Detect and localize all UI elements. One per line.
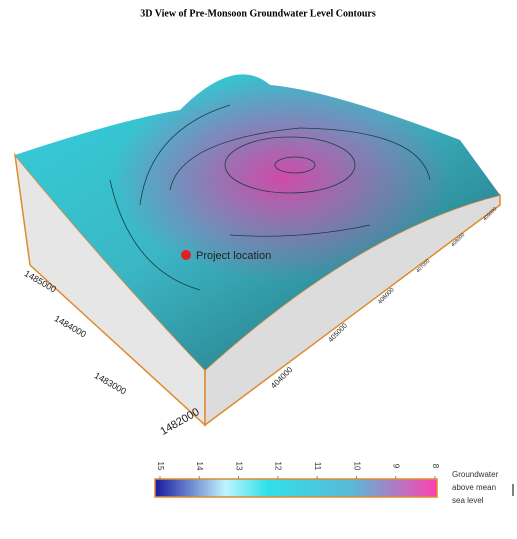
project-label: Project location	[196, 250, 271, 262]
colorbar	[154, 478, 438, 498]
northing-label: 1482000	[158, 406, 201, 438]
colorbar-tick-label: 8	[431, 464, 440, 469]
colorbar-title: sea level	[452, 496, 484, 505]
surface-high	[15, 74, 500, 371]
colorbar-tick-label: 9	[392, 464, 401, 469]
colorbar-title: Groundwater	[452, 470, 499, 479]
colorbar-tick-label: 12	[274, 462, 283, 471]
colorbar-title: above mean	[452, 483, 496, 492]
colorbar-tick-label: 11	[313, 462, 322, 471]
block	[13, 74, 501, 427]
colorbar-tick-label: 10	[352, 462, 361, 471]
title: 3D View of Pre-Monsoon Groundwater Level…	[140, 8, 376, 19]
colorbar-tick-label: 14	[195, 462, 204, 471]
colorbar-tick-label: 15	[156, 462, 165, 471]
northing-label: 1484000	[53, 313, 88, 339]
colorbar-tick-label: 13	[234, 462, 243, 471]
northing-label: 1483000	[93, 370, 128, 396]
contours	[109, 104, 431, 291]
project-marker	[181, 250, 191, 260]
